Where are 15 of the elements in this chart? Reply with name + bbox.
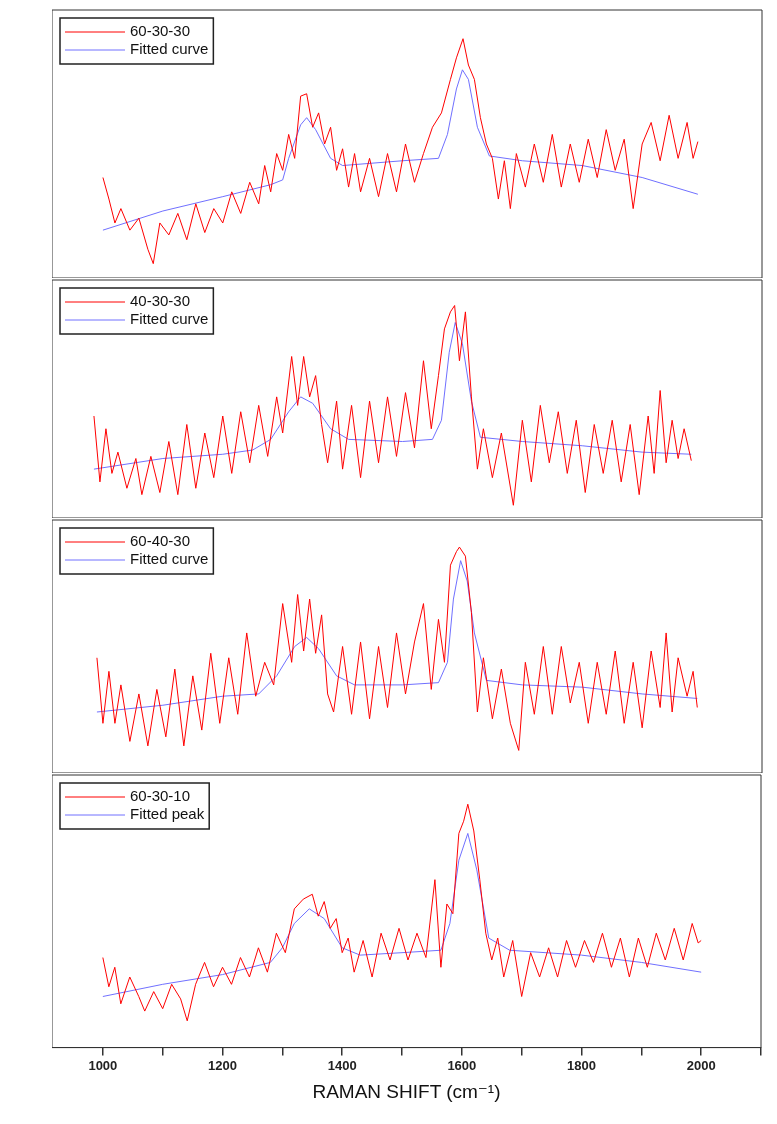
legend-label: Fitted curve	[130, 40, 209, 58]
legend-label: Fitted peak	[130, 805, 205, 823]
x-tick-label: 1200	[208, 1057, 237, 1073]
legend-label: 60-30-10	[130, 787, 191, 805]
legend-label: Fitted curve	[130, 310, 209, 328]
x-tick-label: 1400	[327, 1057, 357, 1073]
x-tick-label: 1600	[447, 1057, 477, 1073]
legend-label: Fitted curve	[130, 550, 209, 568]
legend-label: 60-30-30	[130, 22, 191, 40]
x-tick-label: 1000	[88, 1057, 118, 1073]
x-tick-label: 1800	[567, 1057, 596, 1073]
x-axis-title: RAMAN SHIFT (cm⁻¹)	[312, 1080, 501, 1102]
legend-label: 40-30-30	[130, 292, 191, 310]
x-tick-label: 2000	[686, 1057, 716, 1073]
legend-label: 60-40-30	[130, 532, 191, 550]
